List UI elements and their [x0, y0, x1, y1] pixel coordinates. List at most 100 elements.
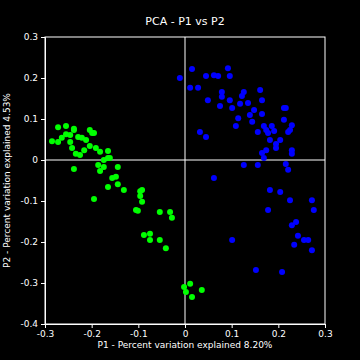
- point: [113, 174, 119, 180]
- point: [291, 242, 297, 248]
- background: [0, 0, 360, 360]
- tick-label: -0.2: [83, 329, 101, 339]
- point: [71, 127, 77, 133]
- series: [49, 123, 205, 300]
- point: [157, 209, 163, 215]
- reference-line: [185, 37, 186, 324]
- point: [261, 155, 267, 161]
- point: [77, 152, 83, 158]
- tick-label: 0.3: [318, 329, 332, 339]
- point: [167, 209, 173, 215]
- tick-mark: [325, 324, 326, 328]
- tick: 0.3: [318, 324, 332, 339]
- point: [283, 161, 289, 167]
- point: [229, 105, 235, 111]
- axis-line: [46, 325, 326, 329]
- point: [247, 112, 253, 118]
- point: [205, 97, 211, 103]
- point: [183, 289, 189, 295]
- tick-mark: [92, 324, 93, 328]
- tick-label: 0: [183, 329, 189, 339]
- point: [115, 181, 121, 187]
- point: [233, 123, 239, 129]
- tick-label: 0.2: [24, 73, 38, 83]
- point: [235, 115, 241, 121]
- point: [197, 129, 203, 135]
- tick-mark: [232, 324, 233, 328]
- point: [311, 207, 317, 213]
- point: [227, 97, 233, 103]
- point: [137, 193, 143, 199]
- point: [295, 233, 301, 239]
- point: [91, 130, 97, 136]
- point: [121, 187, 127, 193]
- plot-area: [45, 37, 325, 324]
- point: [177, 75, 183, 81]
- point: [147, 231, 153, 237]
- tick: -0.3: [37, 324, 55, 339]
- tick-label: 0.3: [24, 32, 38, 42]
- point: [199, 287, 205, 293]
- tick: -0.3: [20, 278, 45, 288]
- point: [265, 207, 271, 213]
- point: [141, 232, 147, 238]
- point: [267, 187, 273, 193]
- point: [67, 132, 73, 138]
- tick: 0: [183, 324, 189, 339]
- point: [107, 155, 113, 161]
- point: [211, 175, 217, 181]
- point: [277, 189, 283, 195]
- point: [285, 167, 291, 173]
- point: [255, 129, 261, 135]
- point: [189, 66, 195, 72]
- point: [163, 245, 169, 251]
- point: [169, 215, 175, 221]
- axis-line: [41, 38, 46, 325]
- tick: -0.2: [20, 237, 45, 247]
- point: [67, 139, 73, 145]
- point: [135, 208, 141, 214]
- tick-mark: [41, 201, 45, 202]
- tick-label: 0.2: [272, 329, 286, 339]
- point: [305, 237, 311, 243]
- y-axis: -0.4-0.3-0.2-0.100.10.20.3: [20, 32, 45, 329]
- tick-mark: [41, 160, 45, 161]
- point: [241, 162, 247, 168]
- point: [215, 73, 221, 79]
- tick-label: -0.1: [130, 329, 148, 339]
- point: [229, 237, 235, 243]
- point: [289, 122, 295, 128]
- point: [71, 166, 77, 172]
- tick: -0.1: [20, 196, 45, 206]
- point: [187, 281, 193, 287]
- point: [139, 187, 145, 193]
- point: [265, 130, 271, 136]
- point: [289, 151, 295, 157]
- point: [287, 197, 293, 203]
- point: [157, 237, 163, 243]
- tick-mark: [41, 78, 45, 79]
- point: [255, 162, 261, 168]
- point: [147, 237, 153, 243]
- point: [267, 137, 273, 143]
- series: [177, 65, 317, 275]
- point: [91, 196, 97, 202]
- tick: 0.2: [272, 324, 286, 339]
- point: [309, 247, 315, 253]
- point: [225, 65, 231, 71]
- tick-label: -0.4: [20, 319, 38, 329]
- tick: -0.4: [20, 319, 45, 329]
- point: [187, 85, 193, 91]
- tick-label: -0.3: [20, 278, 38, 288]
- point: [257, 87, 263, 93]
- tick: 0: [32, 155, 45, 165]
- tick-mark: [41, 119, 45, 120]
- tick-label: 0.1: [225, 329, 239, 339]
- point: [95, 162, 101, 168]
- point: [115, 164, 121, 170]
- title: PCA - P1 vs P2: [145, 15, 224, 28]
- point: [63, 123, 69, 129]
- x-axis-title: P1 - Percent variation explained 8.20%: [98, 340, 273, 350]
- point: [245, 100, 251, 106]
- x-axis: -0.3 -0.2 -0.1 0 0.1 0.2 0.3: [37, 324, 333, 339]
